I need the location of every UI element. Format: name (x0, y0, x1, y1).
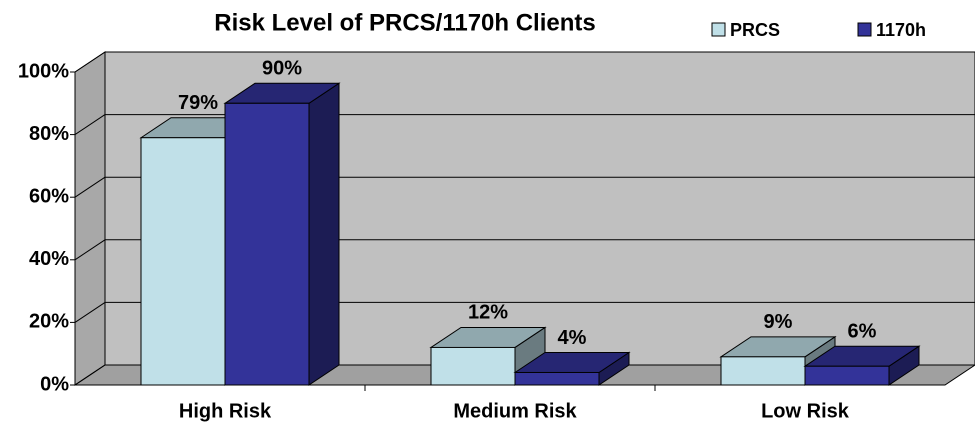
grid-line (74, 114, 106, 136)
y-tick-label: 40% (29, 248, 69, 270)
chart-title: Risk Level of PRCS/1170h Clients (214, 9, 595, 36)
y-tick-label: 60% (29, 185, 69, 207)
grid-line (74, 301, 106, 323)
legend-label: 1170h (876, 20, 926, 40)
bar-front (224, 102, 310, 386)
legend-swatch (711, 22, 726, 37)
x-tick-label: High Risk (179, 400, 272, 422)
bar-front (430, 346, 516, 386)
grid-line (74, 239, 106, 261)
bar (803, 345, 921, 386)
y-tick-label: 0% (40, 373, 69, 395)
data-label: 6% (848, 321, 877, 343)
grid-line (74, 51, 106, 73)
data-label: 9% (764, 311, 793, 333)
x-tick-label: Low Risk (761, 400, 850, 422)
data-label: 79% (178, 92, 218, 114)
bar-front (804, 365, 890, 386)
bar (223, 82, 341, 386)
data-label: 12% (468, 302, 508, 324)
data-label: 90% (262, 58, 302, 80)
x-tick-label: Medium Risk (453, 400, 577, 422)
y-tick-label: 100% (18, 60, 69, 82)
grid-line (74, 364, 106, 386)
bar-side (308, 82, 340, 386)
bar-front (514, 371, 600, 386)
bar-front (140, 137, 226, 386)
legend-label: PRCS (730, 20, 780, 40)
bar (429, 326, 547, 386)
legend-swatch (857, 22, 872, 37)
bar-front (720, 356, 806, 386)
y-tick-label: 80% (29, 123, 69, 145)
y-tick-label: 20% (29, 311, 69, 333)
grid-line (74, 176, 106, 198)
side-wall (74, 51, 106, 386)
data-label: 4% (558, 327, 587, 349)
bar (513, 351, 631, 386)
